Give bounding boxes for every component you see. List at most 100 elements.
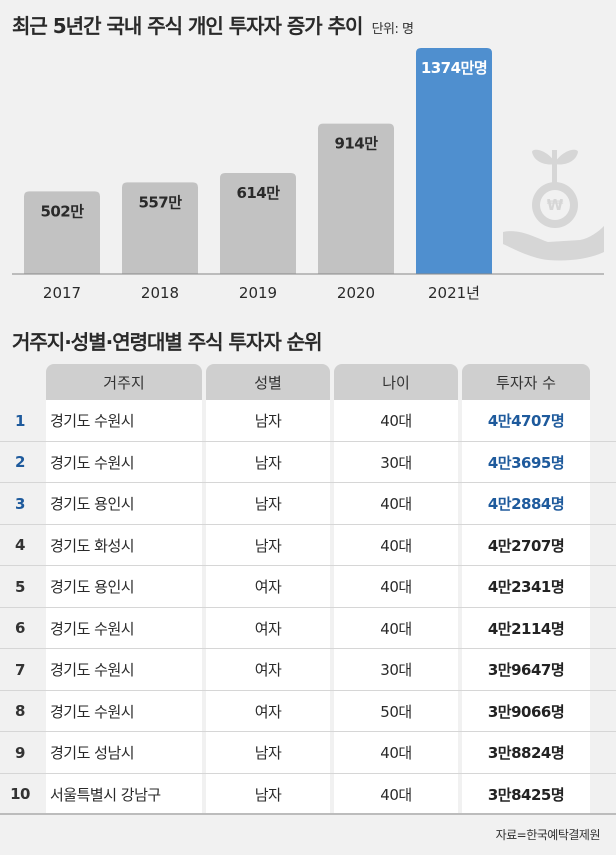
table-body: 1 경기도 수원시 남자 40대 4만4707명 2 경기도 수원시 남자 30대 4만3695명…: [0, 400, 616, 815]
cell-background: [206, 649, 330, 690]
cell-background: [334, 524, 458, 565]
age-cell: 30대: [380, 453, 412, 472]
cell-background: [46, 400, 202, 441]
x-axis-labels: 2017 2018 2019 2020 2021년: [43, 284, 480, 302]
cell-background: [462, 607, 590, 648]
bar-2017: [24, 191, 100, 274]
cell-background: [46, 483, 202, 524]
count-cell: 4만2341명: [487, 578, 565, 597]
count-cell: 3만9066명: [487, 702, 565, 721]
bar-2018: [122, 182, 198, 274]
money-plant-hand-icon: ₩: [503, 149, 604, 261]
table-header: 거주지 성별 나이 투자자 수: [0, 364, 616, 400]
gender-cell: 남자: [254, 785, 282, 804]
rank-cell: 8: [15, 702, 25, 721]
age-cell: 30대: [380, 661, 412, 680]
gender-cell: 남자: [254, 453, 282, 472]
table-row: 1 경기도 수원시 남자 40대 4만4707명: [0, 400, 616, 442]
rank-cell: 10: [10, 785, 30, 804]
cell-background: [46, 607, 202, 648]
cell-background: [46, 649, 202, 690]
cell-background: [462, 441, 590, 482]
location-cell: 경기도 수원시: [50, 661, 135, 680]
cell-background: [206, 566, 330, 607]
cell-background: [206, 773, 330, 813]
cell-background: [206, 607, 330, 648]
x-tick-label-2017: 2017: [43, 284, 81, 302]
rank-cell: 9: [15, 743, 25, 762]
location-cell: 경기도 성남시: [50, 744, 135, 763]
age-cell: 40대: [380, 495, 412, 514]
cell-background: [334, 607, 458, 648]
location-cell: 경기도 화성시: [50, 536, 135, 555]
age-cell: 40대: [380, 412, 412, 431]
cell-background: [462, 649, 590, 690]
bar-value-label-2017: 502만: [40, 202, 84, 220]
header-gender: 성별: [206, 364, 330, 400]
gender-cell: 여자: [254, 619, 282, 638]
header-age: 나이: [334, 364, 458, 400]
table-row: 8 경기도 수원시 여자 50대 3만9066명: [0, 690, 616, 732]
header-count: 투자자 수: [462, 364, 590, 400]
table-row: 6 경기도 수원시 여자 40대 4만2114명: [0, 607, 616, 649]
cell-background: [334, 400, 458, 441]
location-cell: 경기도 수원시: [50, 619, 135, 638]
bar-value-label-2020: 914만: [334, 135, 378, 153]
cell-background: [334, 732, 458, 773]
cell-background: [46, 773, 202, 813]
cell-background: [206, 400, 330, 441]
location-cell: 경기도 수원시: [50, 412, 135, 431]
cell-background: [462, 400, 590, 441]
age-cell: 40대: [380, 744, 412, 763]
age-cell: 40대: [380, 536, 412, 555]
gender-cell: 남자: [254, 495, 282, 514]
svg-text:₩: ₩: [547, 196, 564, 214]
gender-cell: 남자: [254, 744, 282, 763]
location-cell: 서울특별시 강남구: [50, 785, 161, 804]
cell-background: [462, 524, 590, 565]
table-row: 7 경기도 수원시 여자 30대 3만9647명: [0, 649, 616, 691]
cell-background: [462, 732, 590, 773]
x-tick-label-2018: 2018: [141, 284, 179, 302]
age-cell: 40대: [380, 785, 412, 804]
table-row: 10 서울특별시 강남구 남자 40대 3만8425명: [0, 773, 616, 815]
x-tick-label-2019: 2019: [239, 284, 277, 302]
count-cell: 3만8824명: [487, 744, 565, 763]
bar-2021년: [416, 48, 492, 274]
cell-background: [46, 441, 202, 482]
gender-cell: 여자: [254, 661, 282, 680]
gender-cell: 여자: [254, 702, 282, 721]
location-cell: 경기도 수원시: [50, 702, 135, 721]
cell-background: [462, 566, 590, 607]
rank-cell: 5: [15, 577, 25, 596]
location-cell: 경기도 수원시: [50, 453, 135, 472]
x-tick-label-2020: 2020: [337, 284, 375, 302]
cell-background: [334, 566, 458, 607]
table-row: 4 경기도 화성시 남자 40대 4만2707명: [0, 524, 616, 566]
chart-unit: 단위: 명: [371, 22, 414, 37]
x-tick-label-2021년: 2021년: [428, 284, 480, 302]
age-cell: 50대: [380, 702, 412, 721]
location-cell: 경기도 용인시: [50, 578, 135, 597]
bar-value-label-2018: 557만: [138, 193, 182, 211]
cell-background: [206, 524, 330, 565]
cell-background: [46, 566, 202, 607]
age-cell: 40대: [380, 619, 412, 638]
cell-background: [46, 732, 202, 773]
cell-background: [334, 690, 458, 731]
count-cell: 4만2884명: [487, 495, 565, 514]
header-location: 거주지: [46, 364, 202, 400]
rank-cell: 7: [15, 660, 25, 679]
cell-background: [206, 732, 330, 773]
rank-cell: 1: [15, 411, 25, 430]
cell-background: [46, 524, 202, 565]
cell-background: [334, 649, 458, 690]
cell-background: [46, 690, 202, 731]
count-cell: 3만9647명: [487, 661, 565, 680]
count-cell: 4만3695명: [487, 453, 565, 472]
rank-cell: 3: [15, 494, 25, 513]
chart-title-block: 최근 5년간 국내 주식 개인 투자자 증가 추이 단위: 명: [12, 10, 414, 39]
bar-2019: [220, 173, 296, 274]
table-row: 9 경기도 성남시 남자 40대 3만8824명: [0, 732, 616, 774]
count-cell: 4만2707명: [487, 536, 565, 555]
